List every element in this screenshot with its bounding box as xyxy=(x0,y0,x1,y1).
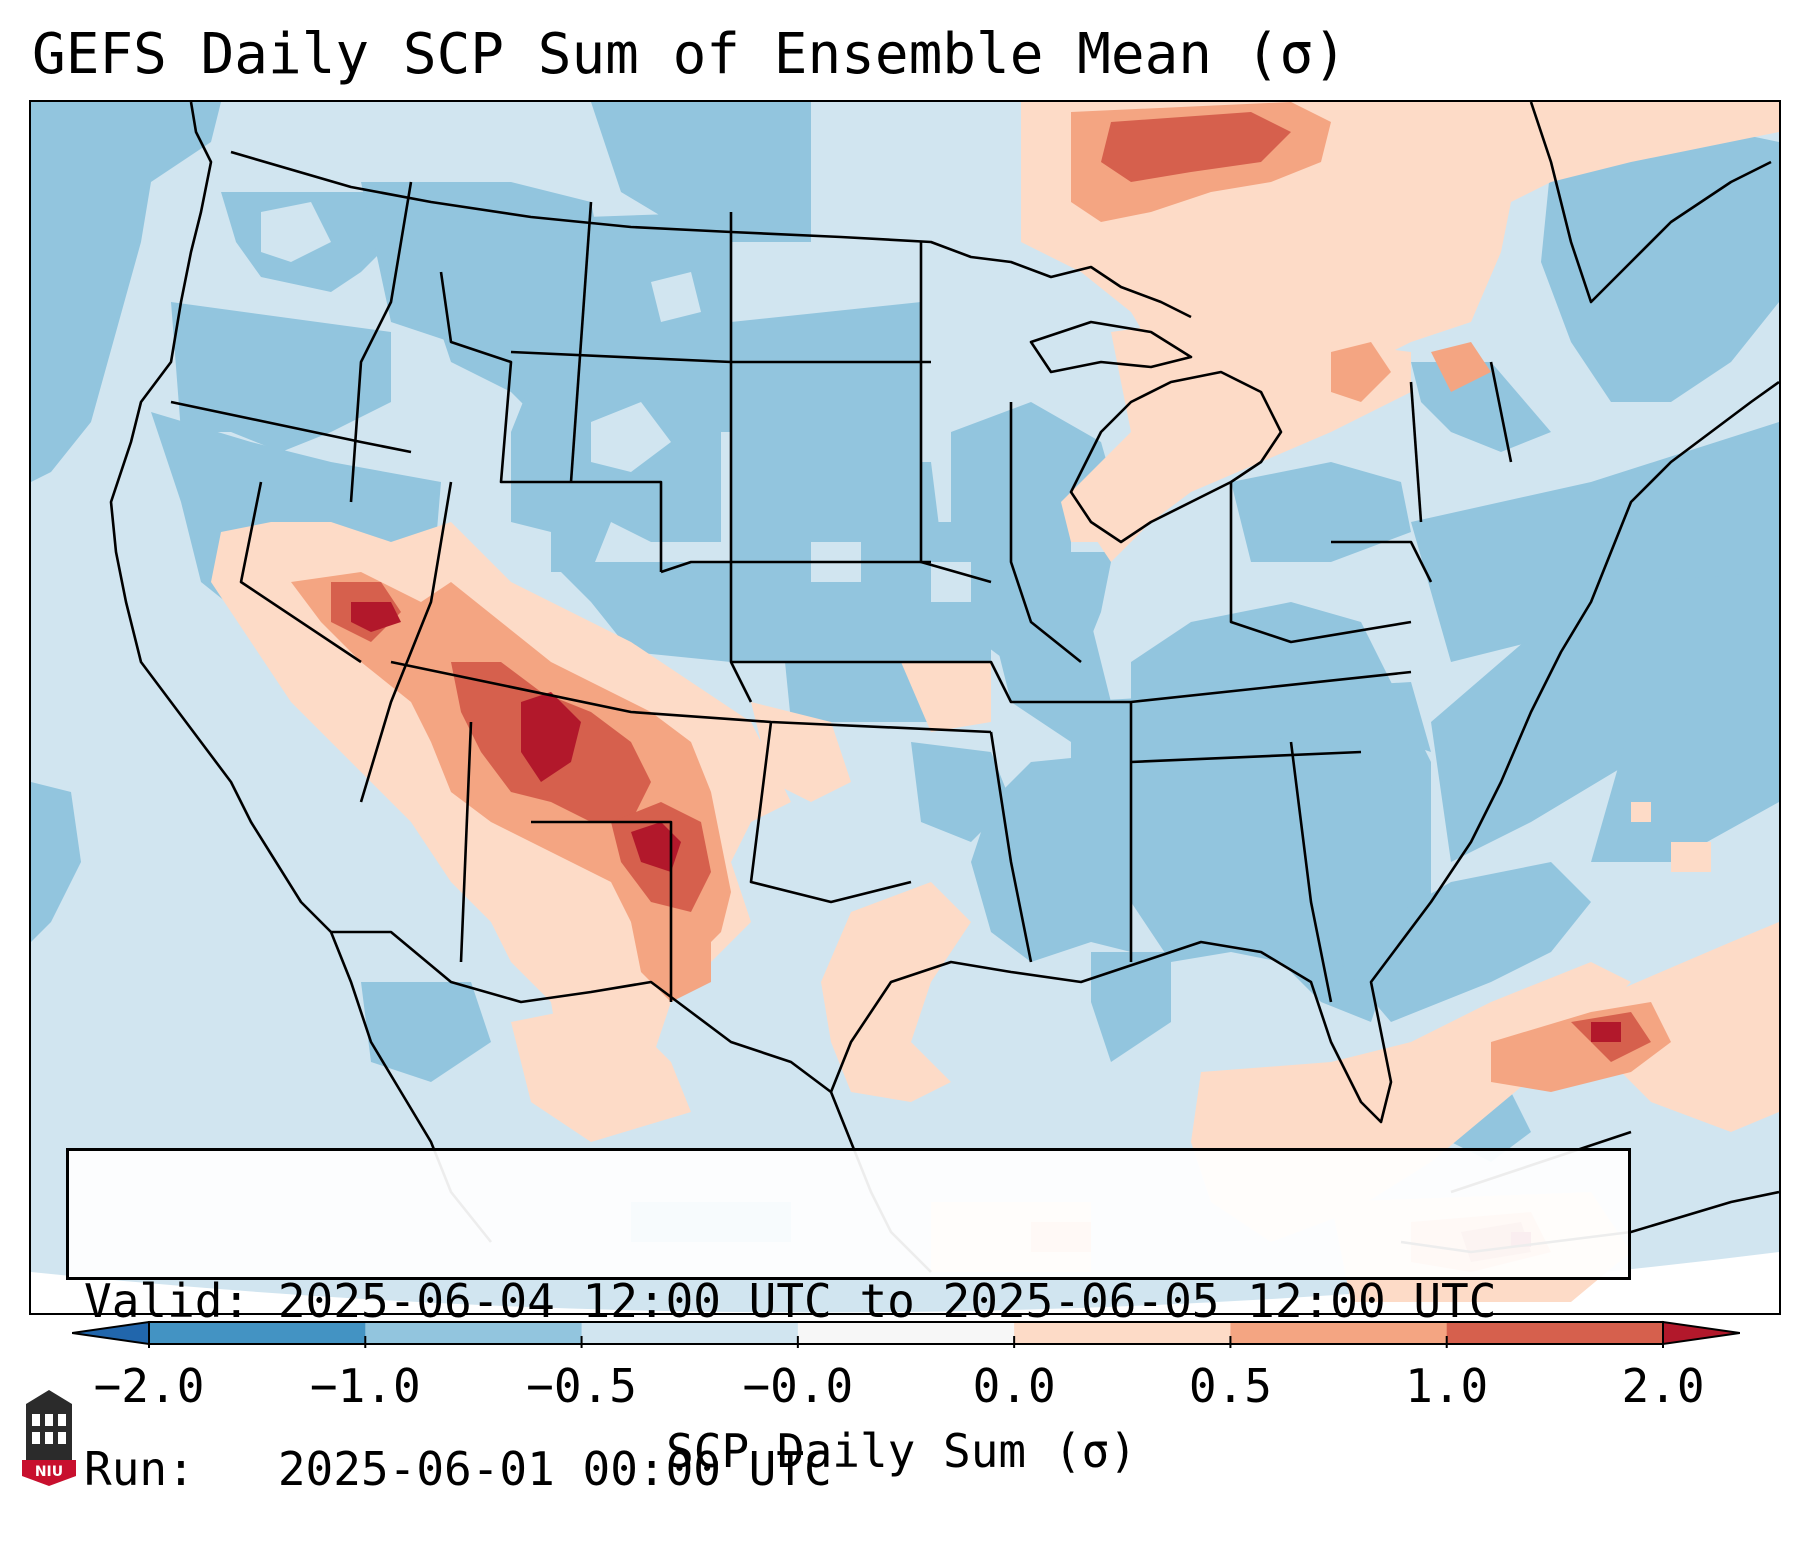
colorbar-tick-label: 0.0 xyxy=(972,1359,1056,1413)
colorbar-bin xyxy=(581,1322,799,1344)
colorbar-over-extension xyxy=(1662,1320,1740,1346)
field-strong-pos xyxy=(351,602,1621,1247)
gulf-coast xyxy=(829,380,1779,1124)
colorbar-bin xyxy=(1014,1322,1231,1344)
mexico-border xyxy=(331,930,832,1094)
colorbar xyxy=(72,1320,1740,1348)
colorbar-bin xyxy=(149,1322,366,1344)
canada-border xyxy=(230,150,1192,319)
colorbar-tick-label: −0.0 xyxy=(742,1359,854,1413)
colorbar-tick-label: −2.0 xyxy=(93,1359,205,1413)
field-neg05 xyxy=(31,102,1779,1242)
colorbar-tick-label: 1.0 xyxy=(1405,1359,1489,1413)
colorbar-tick-label: −1.0 xyxy=(309,1359,421,1413)
projection-edge xyxy=(31,1252,1779,1313)
colorbar-under-extension xyxy=(72,1320,150,1346)
colorbar-outline xyxy=(148,1321,1664,1345)
colorbar-bin xyxy=(797,1322,1015,1344)
valid-run-box: Valid: 2025-06-04 12:00 UTC to 2025-06-0… xyxy=(66,1148,1631,1496)
lake-superior xyxy=(1029,320,1193,374)
colorbar-label: SCP Daily Sum (σ) xyxy=(666,1424,1137,1478)
colorbar-bins xyxy=(149,1322,1664,1344)
borders xyxy=(109,102,1779,1124)
scp-map xyxy=(31,102,1779,1313)
logo-text: NIU xyxy=(35,1464,63,1480)
colorbar-bin xyxy=(1446,1322,1664,1344)
colorbar-tick-label: 0.5 xyxy=(1188,1359,1272,1413)
colorbar-bin xyxy=(1230,1322,1448,1344)
run-time-text: Run: 2025-06-01 00:00 UTC xyxy=(84,1442,832,1496)
colorbar-bin xyxy=(365,1322,583,1344)
valid-time-text: Valid: 2025-06-04 12:00 UTC to 2025-06-0… xyxy=(84,1274,1497,1328)
colorbar-tick-lines xyxy=(148,1336,1664,1348)
quebec-coast xyxy=(1529,102,1772,304)
west-coast xyxy=(109,102,332,933)
colorbar-tick-label: −0.5 xyxy=(526,1359,637,1413)
niu-logo: NIU xyxy=(22,1390,76,1486)
map-panel xyxy=(29,100,1781,1315)
colorbar-tick-label: 2.0 xyxy=(1621,1359,1705,1413)
map-title: GEFS Daily SCP Sum of Ensemble Mean (σ) xyxy=(32,22,1347,87)
